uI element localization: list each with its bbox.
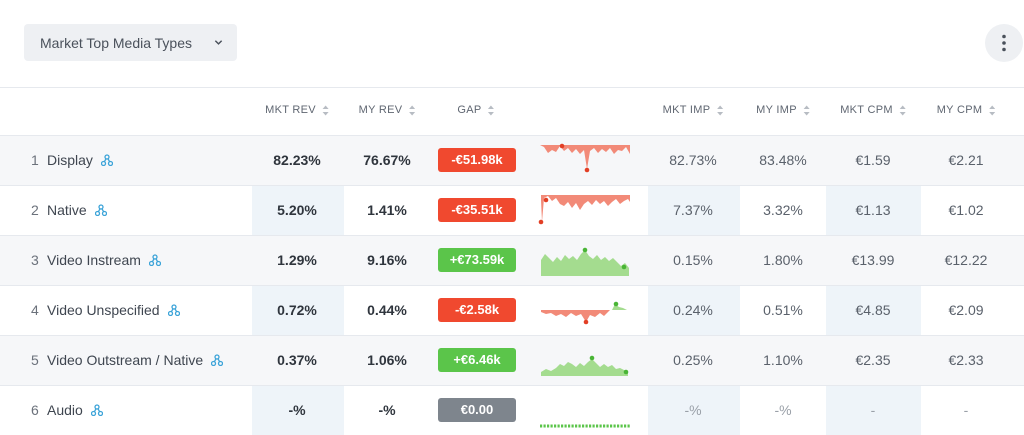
gap-badge: -€35.51k: [438, 198, 516, 222]
my-cpm-value: €1.02: [948, 202, 984, 218]
sort-icon: [988, 105, 995, 115]
row-rank: 4: [31, 302, 39, 318]
row-rank: 5: [31, 352, 39, 368]
table-row[interactable]: 4 Video Unspecified 0.72% 0.44% -€2.58k …: [0, 286, 1024, 336]
mkt-rev-value: 0.37%: [277, 352, 317, 368]
mkt-imp-value: 82.73%: [669, 152, 717, 168]
row-name: Video Unspecified: [47, 302, 180, 318]
my-cpm-value: €2.09: [948, 302, 984, 318]
mkt-rev-value: 82.23%: [273, 152, 321, 168]
my-imp-value: -%: [774, 402, 792, 418]
row-name: Audio: [47, 402, 103, 418]
sparkline: [538, 195, 630, 225]
header-my-rev[interactable]: MY REV: [359, 104, 416, 116]
network-link-icon[interactable]: [94, 204, 107, 216]
sort-icon: [803, 105, 810, 115]
sort-icon: [322, 105, 329, 115]
more-options-button[interactable]: [985, 24, 1023, 62]
table-header: MKT REV MY REV GAP MKT IMP MY IMP MKT CP…: [0, 88, 1024, 136]
header-my-imp[interactable]: MY IMP: [756, 104, 810, 116]
sparkline: [541, 247, 629, 276]
media-type-dropdown[interactable]: Market Top Media Types: [24, 24, 237, 61]
table-row[interactable]: 1 Display 82.23% 76.67% -€51.98k 82.73% …: [0, 136, 1024, 186]
toolbar: Market Top Media Types: [0, 0, 1024, 88]
my-cpm-value: €12.22: [944, 252, 988, 268]
mkt-cpm-value: €1.13: [855, 202, 891, 218]
mkt-rev-value: 0.72%: [277, 302, 317, 318]
table-row[interactable]: 2 Native 5.20% 1.41% -€35.51k 7.37% 3.32…: [0, 186, 1024, 236]
sort-icon: [716, 105, 723, 115]
more-vertical-icon: [1002, 34, 1006, 52]
my-rev-value: -%: [378, 402, 396, 418]
mkt-imp-value: 0.15%: [673, 252, 713, 268]
row-name: Native: [47, 202, 107, 218]
gap-badge: -€51.98k: [438, 148, 516, 172]
network-link-icon[interactable]: [211, 354, 224, 366]
my-imp-value: 3.32%: [763, 202, 803, 218]
mkt-cpm-value: €2.35: [855, 352, 891, 368]
row-rank: 1: [31, 152, 39, 168]
network-link-icon[interactable]: [148, 254, 161, 266]
sort-icon: [408, 105, 415, 115]
my-imp-value: 83.48%: [759, 152, 807, 168]
network-link-icon[interactable]: [90, 404, 103, 416]
sort-icon: [488, 105, 495, 115]
chevron-down-icon: [214, 40, 223, 45]
my-rev-value: 0.44%: [367, 302, 407, 318]
gap-badge: €0.00: [438, 398, 516, 422]
mkt-cpm-value: €13.99: [851, 252, 895, 268]
gap-badge: -€2.58k: [438, 298, 516, 322]
my-cpm-value: €2.33: [948, 352, 984, 368]
row-rank: 6: [31, 402, 39, 418]
network-link-icon[interactable]: [100, 154, 113, 166]
my-rev-value: 1.41%: [367, 202, 407, 218]
row-rank: 2: [31, 202, 39, 218]
mkt-imp-value: 7.37%: [673, 202, 713, 218]
gap-badge: +€73.59k: [438, 248, 516, 272]
mkt-imp-value: 0.25%: [673, 352, 713, 368]
mkt-imp-value: -%: [684, 402, 702, 418]
mkt-cpm-value: €4.85: [855, 302, 891, 318]
my-cpm-value: €2.21: [948, 152, 984, 168]
sparkline: [541, 355, 629, 376]
mkt-rev-value: -%: [288, 402, 306, 418]
mkt-imp-value: 0.24%: [673, 302, 713, 318]
my-imp-value: 0.51%: [763, 302, 803, 318]
my-imp-value: 1.10%: [763, 352, 803, 368]
sort-icon: [899, 105, 906, 115]
sparkline: [541, 301, 627, 325]
sparkline: [540, 143, 630, 173]
header-my-cpm[interactable]: MY CPM: [937, 104, 996, 116]
gap-badge: +€6.46k: [438, 348, 516, 372]
row-name: Video Outstream / Native: [47, 352, 224, 368]
header-mkt-rev[interactable]: MKT REV: [265, 104, 329, 116]
my-rev-value: 76.67%: [363, 152, 411, 168]
row-name: Display: [47, 152, 113, 168]
header-mkt-cpm[interactable]: MKT CPM: [840, 104, 906, 116]
my-rev-value: 1.06%: [367, 352, 407, 368]
mkt-rev-value: 5.20%: [277, 202, 317, 218]
row-rank: 3: [31, 252, 39, 268]
network-link-icon[interactable]: [167, 304, 180, 316]
mkt-cpm-value: €1.59: [855, 152, 891, 168]
my-imp-value: 1.80%: [763, 252, 803, 268]
header-gap[interactable]: GAP: [457, 104, 495, 116]
table-row[interactable]: 6 Audio -% -% €0.00 -% -% - -: [0, 386, 1024, 435]
dropdown-label: Market Top Media Types: [40, 34, 193, 51]
my-cpm-value: -: [963, 402, 969, 418]
table-row[interactable]: 3 Video Instream 1.29% 9.16% +€73.59k 0.…: [0, 236, 1024, 286]
mkt-cpm-value: -: [870, 402, 876, 418]
mkt-rev-value: 1.29%: [277, 252, 317, 268]
row-name: Video Instream: [47, 252, 161, 268]
sparkline: [540, 424, 630, 428]
my-rev-value: 9.16%: [367, 252, 407, 268]
header-mkt-imp[interactable]: MKT IMP: [663, 104, 724, 116]
table-row[interactable]: 5 Video Outstream / Native 0.37% 1.06% +…: [0, 336, 1024, 386]
